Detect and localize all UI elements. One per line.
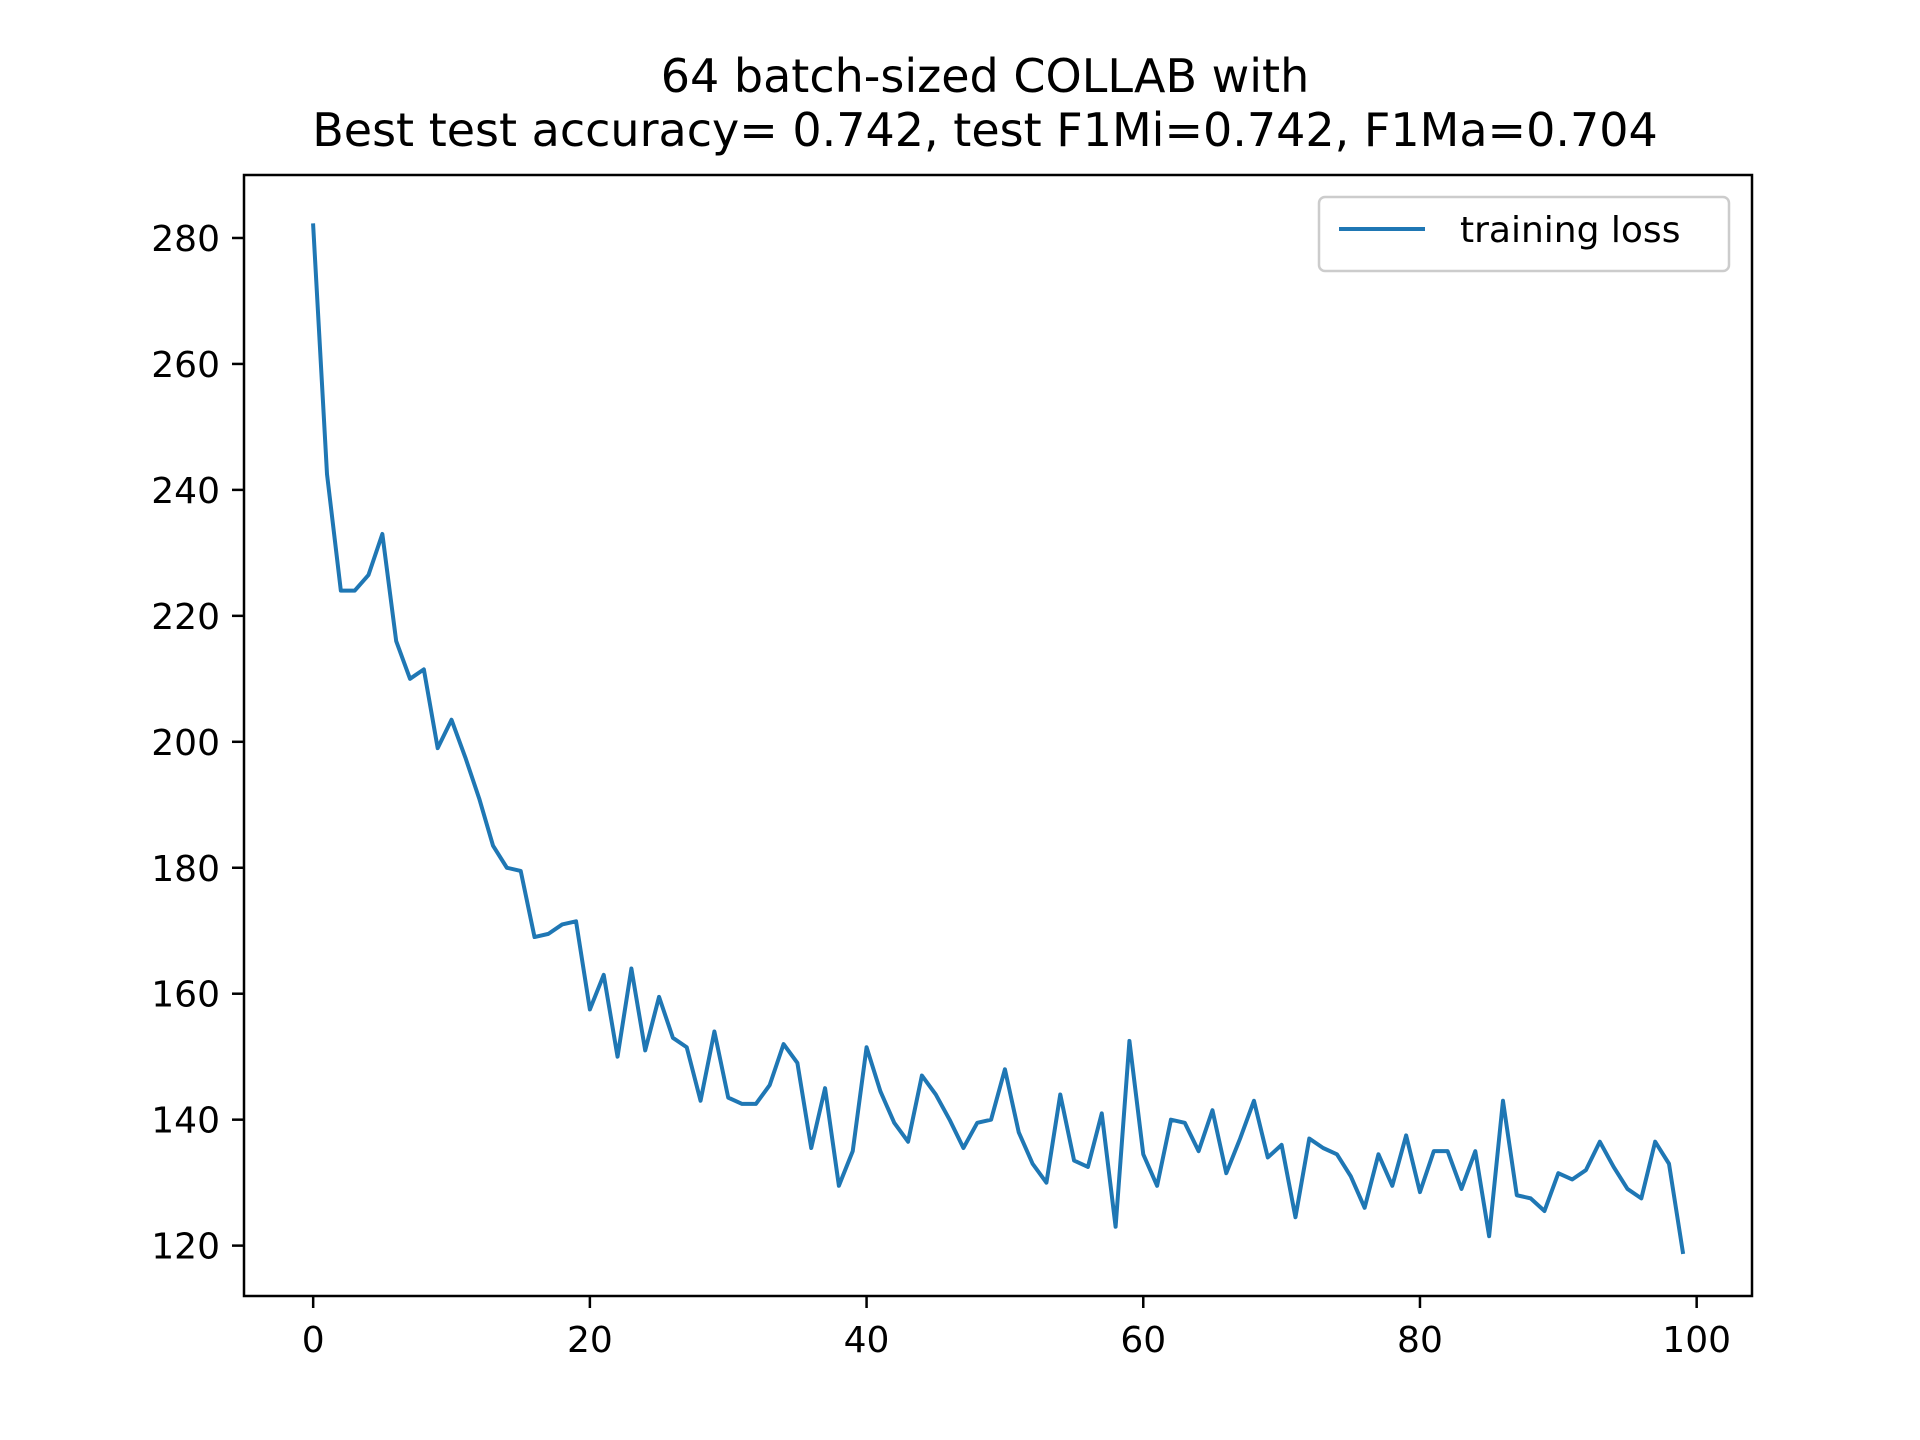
y-tick-label: 260 [151,345,220,386]
legend-label-training-loss: training loss [1460,210,1680,251]
x-tick-label: 0 [302,1320,325,1361]
x-axis: 0 20 40 60 80 100 [302,1296,1731,1361]
y-tick-label: 160 [151,975,220,1016]
chart-title-line-2: Best test accuracy= 0.742, test F1Mi=0.7… [312,103,1658,157]
y-tick-label: 200 [151,723,220,764]
x-tick-label: 40 [844,1320,890,1361]
plot-area-frame [242,173,1754,1298]
y-tick-label: 180 [151,849,220,890]
y-axis: 120 140 160 180 200 220 240 260 280 [151,219,244,1268]
legend-box [1317,195,1731,273]
y-tick-label: 240 [151,471,220,512]
x-tick-label: 20 [567,1320,613,1361]
y-tick-label: 280 [151,219,220,260]
x-tick-label: 80 [1397,1320,1443,1361]
y-tick-label: 220 [151,597,220,638]
chart-title-line-1: 64 batch-sized COLLAB with [661,49,1310,103]
y-tick-label: 120 [151,1227,220,1268]
y-tick-label: 140 [151,1101,220,1142]
training-loss-line [311,223,1686,1255]
x-tick-label: 60 [1120,1320,1166,1361]
x-tick-label: 100 [1662,1320,1731,1361]
legend: training loss [1317,195,1731,273]
